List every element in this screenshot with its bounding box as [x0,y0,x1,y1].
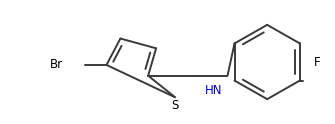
Text: S: S [171,99,179,112]
Text: Br: Br [50,58,63,71]
Text: HN: HN [205,83,222,96]
Text: F: F [314,56,320,68]
